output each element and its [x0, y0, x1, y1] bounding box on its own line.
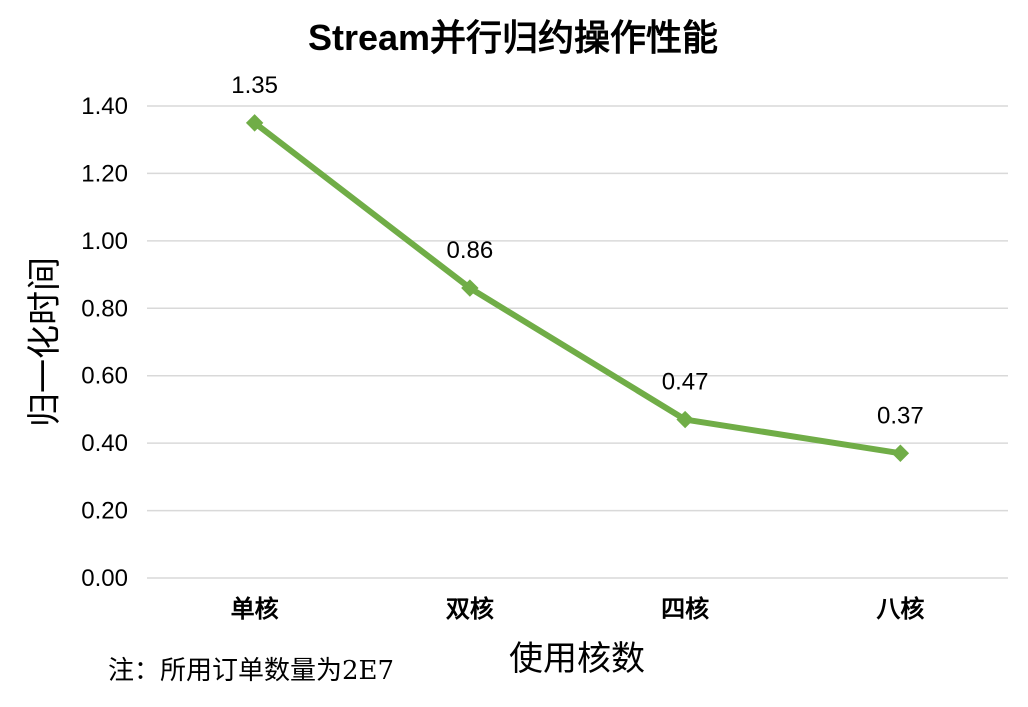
y-tick-label: 1.00	[81, 228, 128, 255]
y-tick-label: 0.00	[81, 565, 128, 592]
footnote: 注：所用订单数量为2E7	[108, 656, 395, 686]
x-tick-label: 八核	[876, 595, 924, 623]
y-tick-label: 1.40	[81, 93, 128, 120]
x-axis-label: 使用核数	[509, 640, 645, 678]
x-axis-tick-labels: 单核 双核 四核 八核	[231, 595, 925, 623]
gridlines	[147, 105, 1008, 579]
data-label: 0.47	[662, 369, 709, 396]
data-point-marker	[891, 444, 910, 462]
y-tick-label: 1.20	[81, 160, 128, 187]
data-label: 0.86	[447, 237, 494, 264]
x-tick-label: 单核	[231, 595, 279, 623]
x-tick-label: 四核	[661, 595, 709, 623]
y-tick-label: 0.20	[81, 498, 128, 525]
y-tick-label: 0.40	[81, 430, 128, 457]
series-line-group	[245, 114, 910, 462]
chart-title: Stream并行归约操作性能	[308, 17, 718, 58]
data-labels: 1.35 0.86 0.47 0.37	[231, 72, 923, 429]
y-axis-label: 归一化时间	[26, 257, 64, 427]
data-point-marker	[461, 279, 479, 297]
data-label: 0.37	[877, 402, 924, 429]
y-tick-label: 0.60	[81, 363, 128, 390]
y-axis-tick-labels: 0.00 0.20 0.40 0.60 0.80 1.00 1.20 1.40	[81, 93, 128, 592]
data-point-marker	[245, 114, 264, 132]
series-line	[251, 119, 904, 457]
y-tick-label: 0.80	[81, 295, 128, 322]
data-point-marker	[676, 410, 694, 429]
data-label: 1.35	[231, 72, 278, 99]
x-tick-label: 双核	[446, 595, 494, 623]
